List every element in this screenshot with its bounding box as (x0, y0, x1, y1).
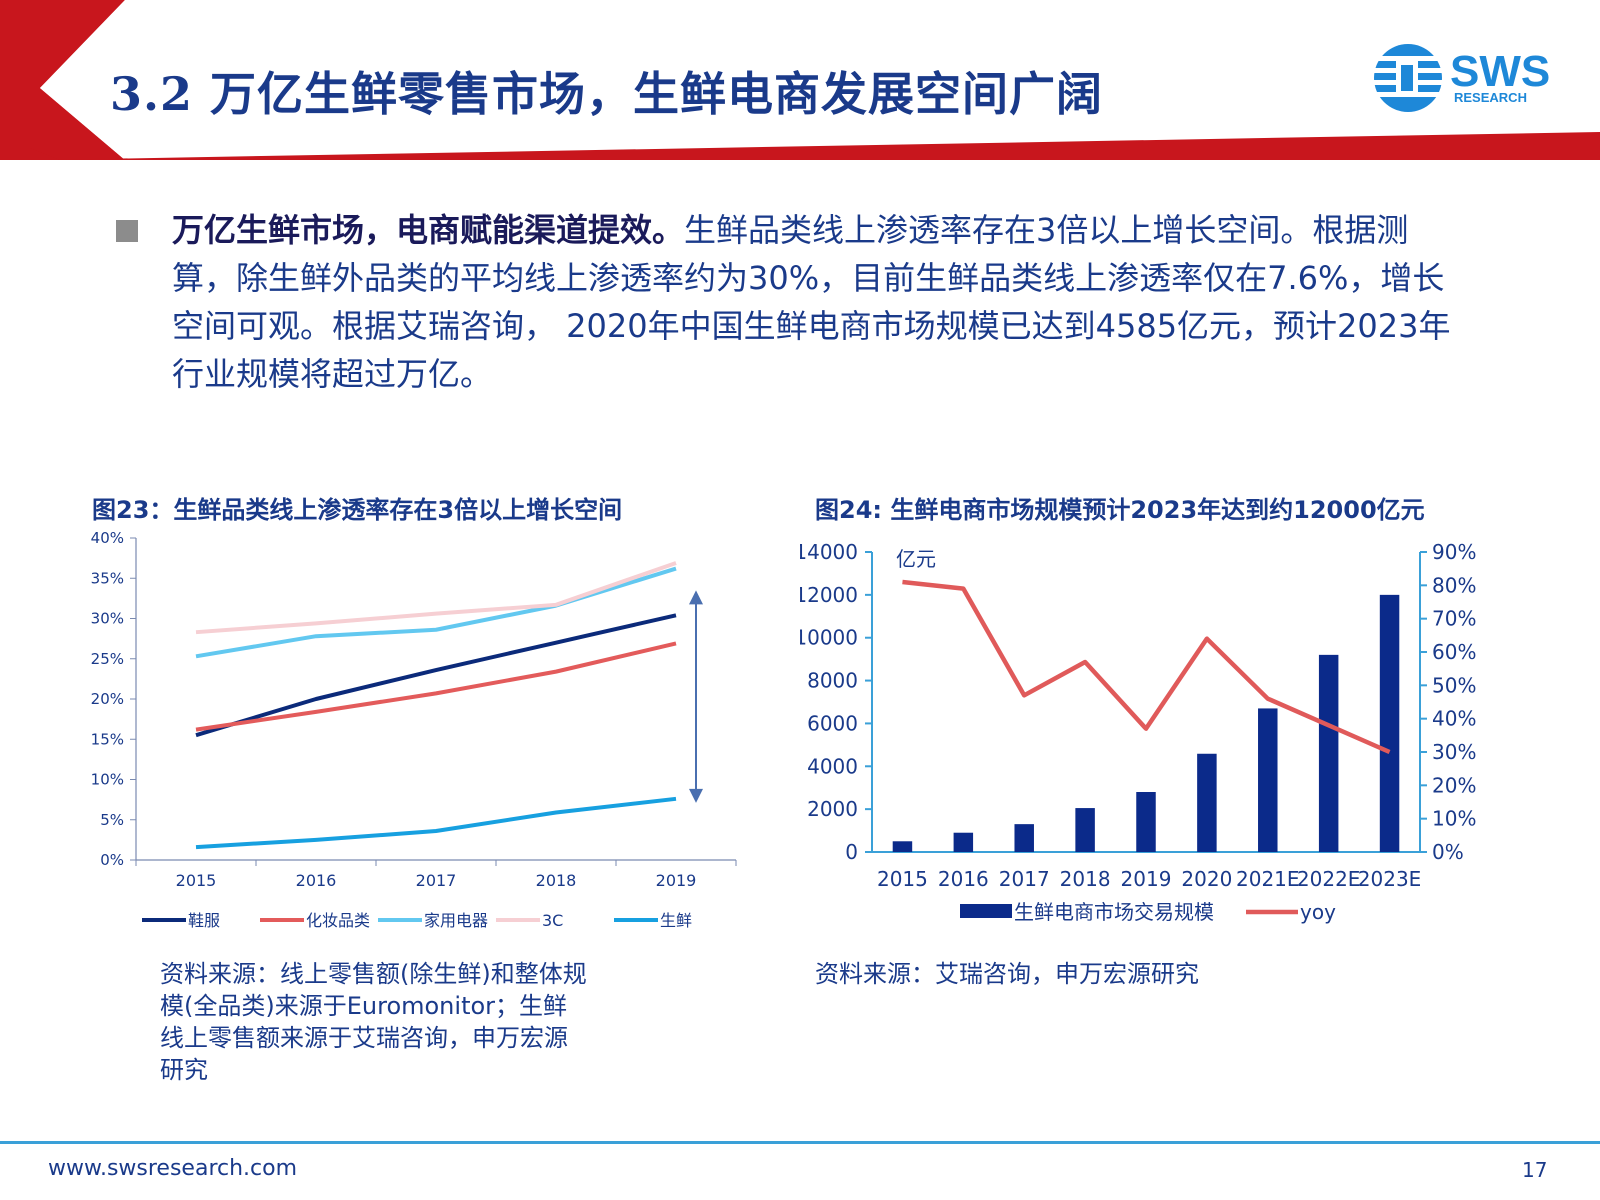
chart2-left-unit-label: 亿元 (896, 547, 936, 571)
chart2-bar (1014, 824, 1034, 852)
chart2-x-tick-label: 2021E (1236, 867, 1300, 891)
chart2-bar (1318, 654, 1339, 852)
chart1-legend-label: 生鲜 (660, 911, 692, 930)
chart2-right-tick-label: 10% (1432, 807, 1476, 831)
chart1-y-tick-label: 0% (100, 851, 124, 869)
chart2-left-tick-label: 2000 (807, 797, 858, 821)
footer-url[interactable]: www.swsresearch.com (48, 1156, 298, 1181)
chart2-right-tick-label: 60% (1432, 640, 1476, 664)
chart2-left-tick-label: 8000 (807, 669, 858, 693)
chart2-bar (1197, 753, 1217, 852)
chart2-left-tick-label: 14000 (800, 540, 858, 564)
chart1-series-line-家用电器 (195, 566, 677, 659)
chart2-right-tick-label: 90% (1432, 540, 1476, 564)
chart1-y-tick-label: 40% (91, 530, 124, 547)
chart2-bar (1075, 808, 1095, 852)
chart2-x-tick-label: 2023E (1358, 867, 1422, 891)
chart2-left-tick-label: 6000 (807, 711, 858, 735)
chart2-legend-line-label: yoy (1300, 900, 1336, 924)
chart1-annotation-arrow-down-head (689, 788, 703, 803)
chart1-y-tick-label: 5% (100, 811, 124, 829)
footer-rule (0, 1141, 1600, 1144)
chart2-x-tick-label: 2016 (938, 867, 989, 891)
chart2-right-tick-label: 70% (1432, 607, 1476, 631)
chart2-left-tick-label: 4000 (807, 754, 858, 778)
chart1-legend-label: 3C (542, 911, 563, 930)
chart2-title: 图24: 生鲜电商市场规模预计2023年达到约12000亿元 (815, 496, 1425, 524)
chart1-x-tick-label: 2018 (536, 871, 577, 890)
chart1-x-tick-label: 2015 (176, 871, 217, 890)
logo-text: SWS (1450, 47, 1550, 96)
chart1-legend-label: 化妆品类 (306, 911, 370, 930)
chart2-right-tick-label: 80% (1432, 573, 1476, 597)
sws-logo: SWS RESEARCH (1374, 44, 1550, 112)
chart2-source: 资料来源：艾瑞咨询，申万宏源研究 (815, 960, 1199, 988)
chart2-x-tick-label: 2018 (1060, 867, 1111, 891)
chart1-y-tick-label: 35% (91, 569, 124, 587)
chart2-right-tick-label: 30% (1432, 740, 1476, 764)
banner-bottom-red-stripe-left (30, 148, 60, 160)
banner-left-red-chevron (0, 0, 125, 160)
banner-white-fill (40, 0, 1600, 160)
bullet-square (116, 220, 138, 242)
chart1-x-tick-label: 2017 (416, 871, 457, 890)
chart2-right-tick-label: 0% (1432, 840, 1464, 864)
chart1-line-chart: 0% 5% 10% 15% 20% 25% 30% 35% 40% 2015 2016 2017 201… (91, 530, 737, 930)
chart2-bar (953, 832, 974, 852)
chart1-series-line-3C (195, 561, 677, 635)
bullet-bold-text: 万亿生鲜市场，电商赋能渠道提效。 (172, 211, 685, 249)
slide-title: 3.2 万亿生鲜零售市场，生鲜电商发展空间广阔 (110, 67, 1104, 121)
chart1-y-tick-label: 30% (91, 610, 124, 628)
chart1-legend-label: 鞋服 (188, 911, 220, 930)
logo-subtext: RESEARCH (1454, 90, 1527, 105)
chart1-x-tick-label: 2019 (656, 871, 697, 890)
chart1-series-line-鞋服 (195, 613, 677, 738)
bullet-body-text: 生鲜品类线上渗透率存在3倍以上增长空间。根据测算，除生鲜外品类的平均线上渗透率约… (172, 211, 1451, 393)
chart2-x-tick-label: 2017 (999, 867, 1050, 891)
chart1-y-tick-label: 25% (91, 650, 124, 668)
chart1-source: 资料来源：线上零售额(除生鲜)和整体规模(全品类)来源于Euromonitor；… (160, 960, 587, 1084)
chart1-annotation-arrow-up-head (689, 590, 703, 605)
chart2-bar-line-chart: 0 2000 4000 6000 8000 10000 12000 14000 0% 10% 20%… (800, 540, 1476, 924)
top-banner (0, 0, 1600, 160)
chart2-legend-bar-label: 生鲜电商市场交易规模 (1014, 900, 1214, 924)
chart1-series-line-化妆品类 (195, 641, 677, 732)
chart2-bar (1136, 792, 1156, 852)
banner-bottom-red-stripe (40, 132, 1600, 160)
chart2-left-tick-label: 0 (845, 840, 858, 864)
chart2-right-tick-label: 20% (1432, 773, 1476, 797)
chart2-x-tick-label: 2020 (1181, 867, 1232, 891)
chart2-bar (1379, 594, 1400, 852)
chart1-series-line-生鲜 (195, 796, 677, 850)
chart1-x-tick-label: 2016 (296, 871, 337, 890)
chart1-y-tick-label: 10% (91, 771, 124, 789)
page-number: 17 (1522, 1158, 1548, 1182)
logo-globe-icon (1374, 44, 1442, 112)
chart2-x-tick-label: 2019 (1121, 867, 1172, 891)
bullet-paragraph: 万亿生鲜市场，电商赋能渠道提效。生鲜品类线上渗透率存在3倍以上增长空间。根据测算… (172, 206, 1462, 398)
chart1-legend-label: 家用电器 (424, 911, 488, 930)
chart2-left-tick-label: 10000 (800, 626, 858, 650)
chart1-y-tick-label: 15% (91, 730, 124, 748)
chart2-x-tick-label: 2015 (877, 867, 928, 891)
chart2-right-tick-label: 50% (1432, 673, 1476, 697)
chart2-x-tick-label: 2022E (1297, 867, 1361, 891)
chart1-y-tick-label: 20% (91, 690, 124, 708)
chart2-yoy-line (902, 579, 1391, 755)
chart2-bar (892, 841, 913, 852)
chart1-title: 图23：生鲜品类线上渗透率存在3倍以上增长空间 (92, 496, 623, 524)
chart2-legend-bar-swatch (960, 904, 1012, 918)
chart2-right-tick-label: 40% (1432, 707, 1476, 731)
chart2-bar (1258, 708, 1278, 852)
chart2-left-tick-label: 12000 (800, 583, 858, 607)
